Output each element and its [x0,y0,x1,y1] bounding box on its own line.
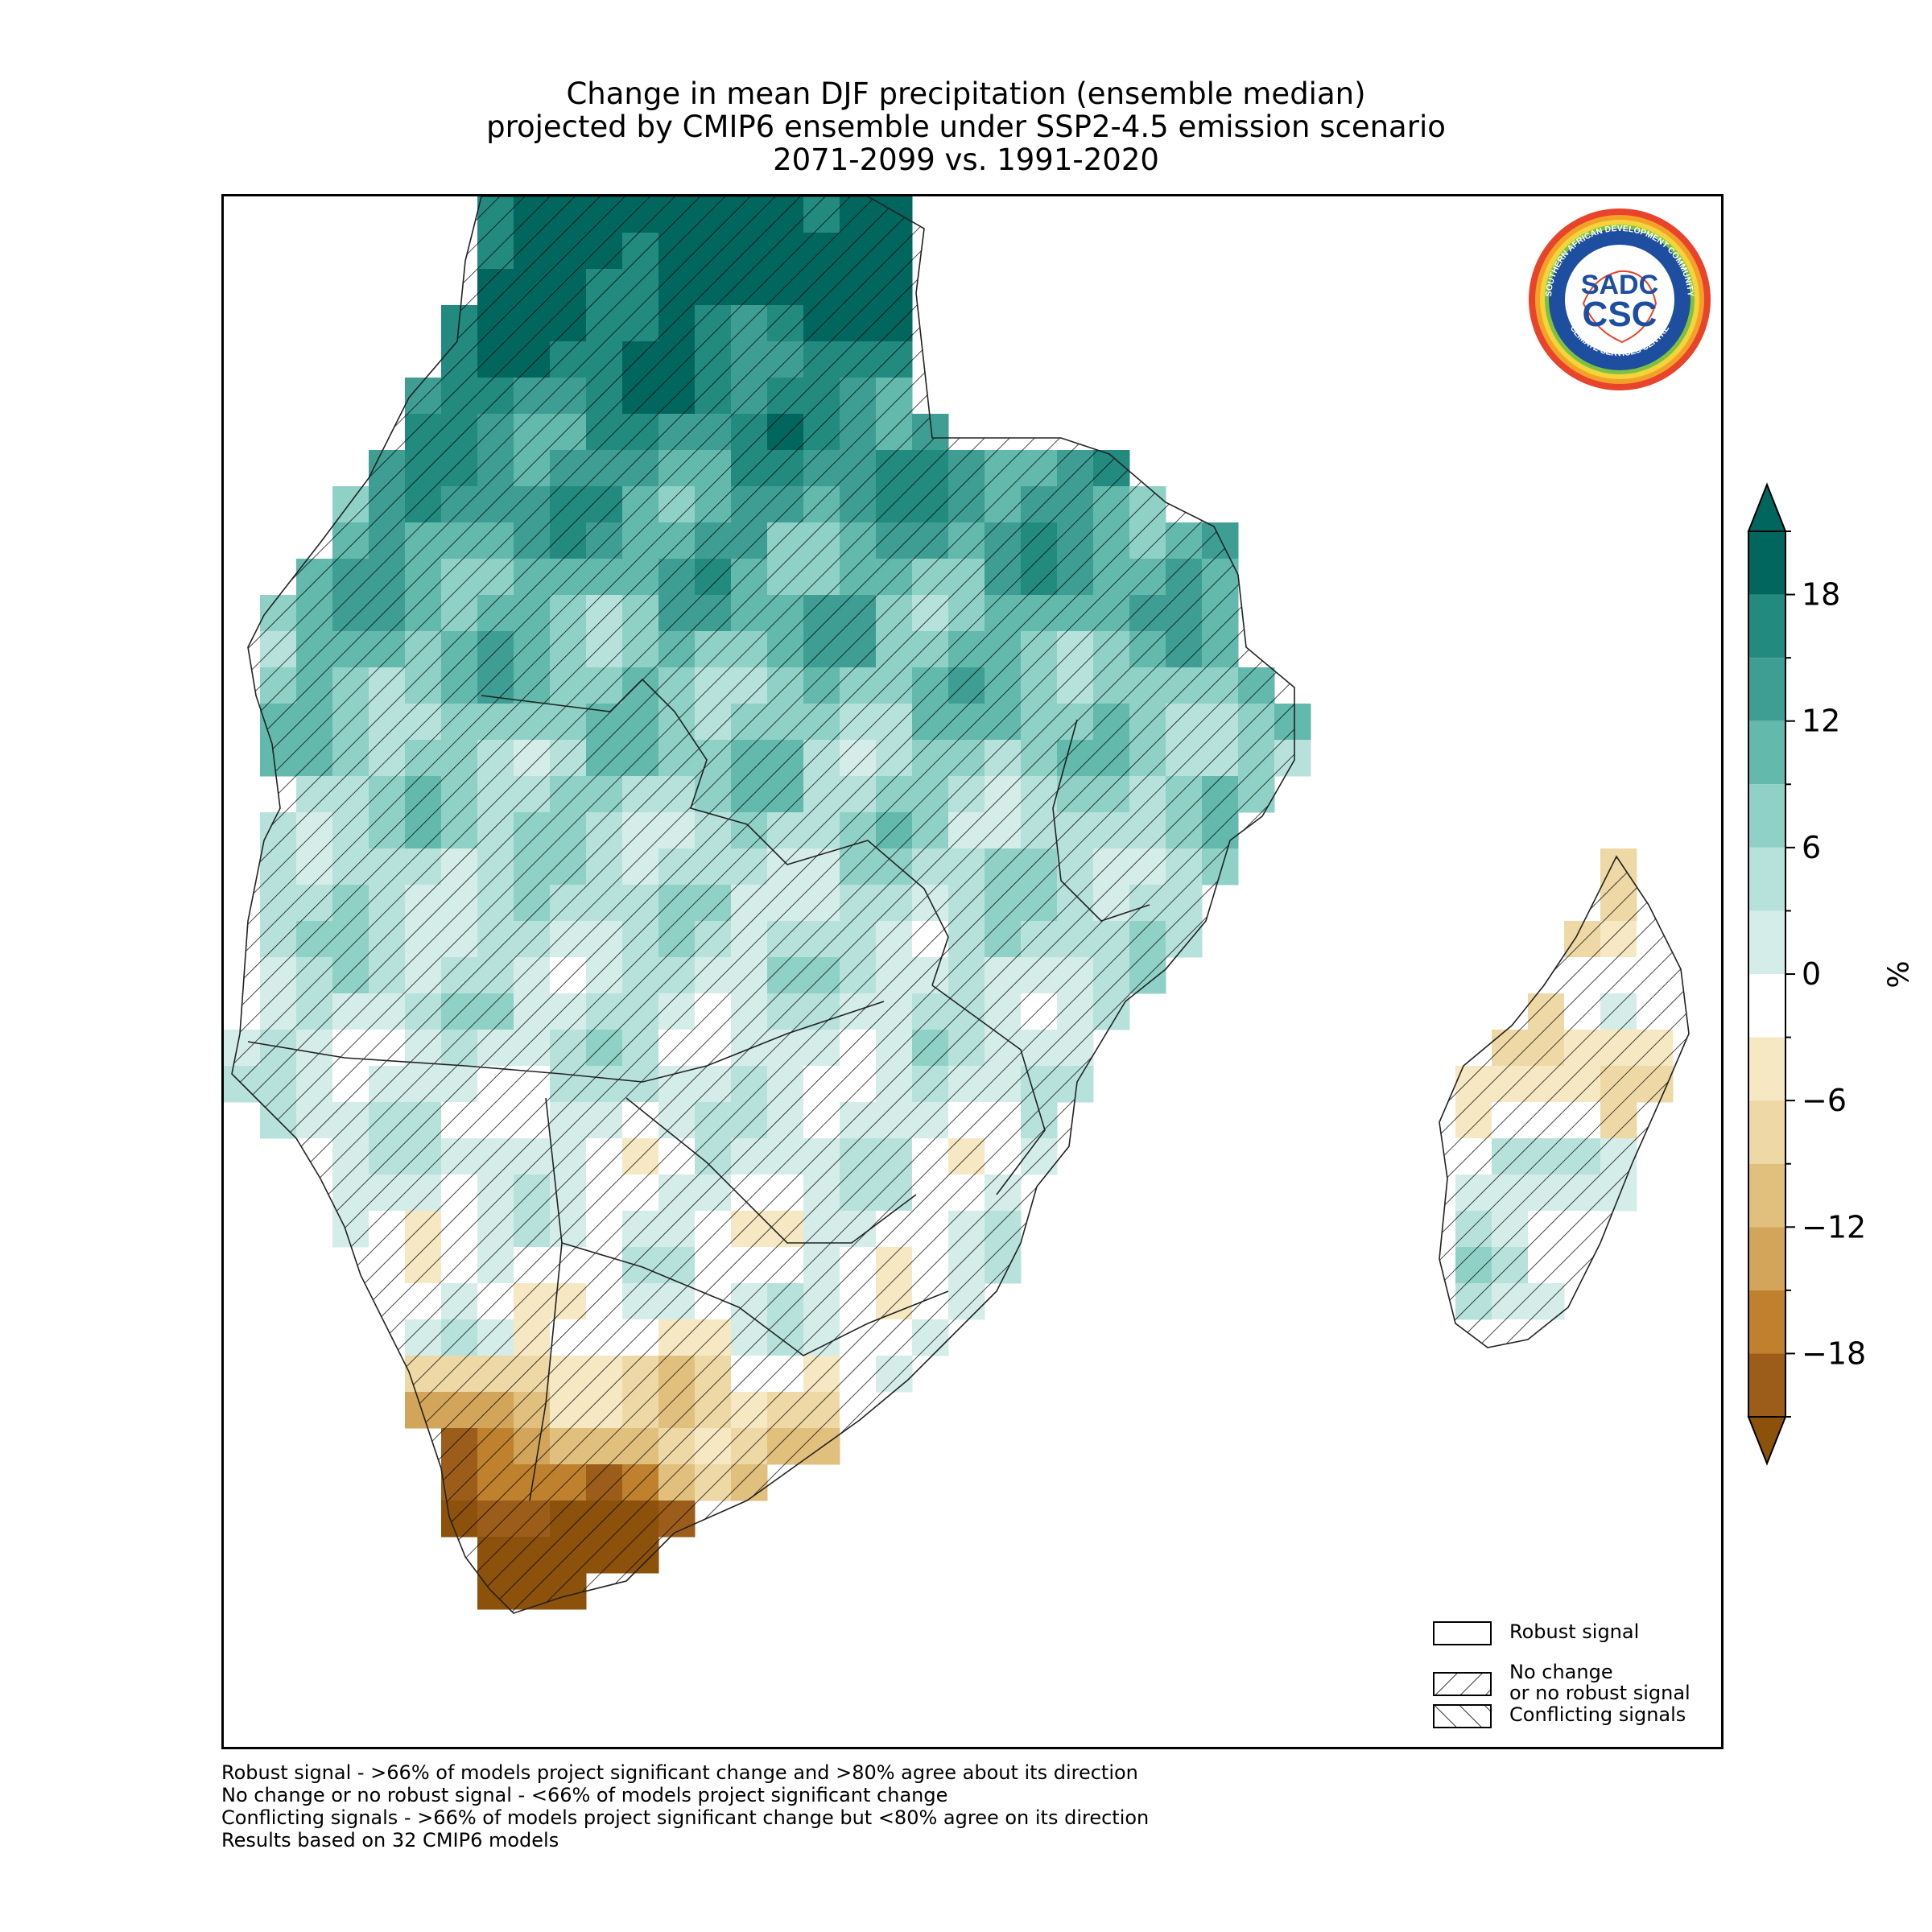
legend-label-no-change-1: No change [1509,1661,1613,1683]
country-border [931,985,1046,1195]
country-borders [231,196,1690,1614]
colorbar-tick-label: 6 [1802,830,1821,865]
colorbar-tick-label: −12 [1802,1209,1866,1245]
map-panel[interactable] [221,194,1724,1749]
country-border [625,1097,917,1244]
country-border [529,1097,563,1501]
country-border [481,678,949,986]
colorbar-tick-label: −18 [1802,1335,1866,1371]
footnote-4: Results based on 32 CMIP6 models [221,1829,559,1852]
title-line-1: Change in mean DJF precipitation (ensemb… [566,76,1366,111]
colorbar-tick-label: 12 [1802,704,1840,739]
footnote-2: No change or no robust signal - <66% of … [221,1784,948,1806]
legend-item-no-change: No change or no robust signal [1433,1662,1690,1703]
title-line-2: projected by CMIP6 ensemble under SSP2-4… [486,109,1446,144]
legend-item-robust: Robust signal [1433,1621,1639,1645]
footnote-3: Conflicting signals - >66% of models pro… [221,1806,1150,1829]
colorbar-level-4 [1748,784,1785,848]
logo-monogram-bottom: CSC [1583,295,1657,334]
colorbar-level-11 [1748,1227,1785,1290]
legend-label-conflicting: Conflicting signals [1509,1703,1686,1726]
legend-swatch-forward-hatch [1433,1672,1492,1696]
colorbar-level-12 [1748,1290,1785,1354]
colorbar-level-10 [1748,1163,1785,1228]
sadc-csc-logo: SADC CSC SOUTHERN AFRICAN DEVELOPMENT CO… [1529,208,1711,390]
legend-swatch-robust [1433,1621,1492,1645]
colorbar-level-3 [1748,720,1785,785]
legend-label-no-change-2: or no robust signal [1509,1682,1690,1704]
colorbar-level-6 [1748,910,1785,974]
colorbar-tick-label: 18 [1802,577,1840,613]
colorbar-level-0 [1748,531,1785,595]
colorbar-extend-max [1747,482,1787,532]
colorbar: 18 12 6 0 −6 −12 −18 [1747,482,1866,1466]
legend-swatch-back-hatch [1433,1704,1492,1728]
colorbar-level-13 [1748,1353,1785,1417]
colorbar-level-8 [1748,1037,1785,1101]
colorbar-level-1 [1748,594,1785,658]
legend-label-robust: Robust signal [1509,1620,1640,1643]
colorbar-level-5 [1748,847,1785,911]
country-border [247,1001,885,1083]
country-border [1052,719,1150,922]
colorbar-tick-label: −6 [1802,1083,1847,1118]
colorbar-tick-label: 0 [1802,956,1821,992]
footnote-1: Robust signal - >66% of models project s… [221,1761,1138,1784]
chart-title: Change in mean DJF precipitation (ensemb… [0,77,1932,176]
title-line-3: 2071-2099 vs. 1991-2020 [773,142,1159,177]
colorbar-level-7 [1748,974,1785,1038]
footnotes: Robust signal - >66% of models project s… [221,1761,1149,1852]
mainland-coastline [231,196,1295,1614]
colorbar-level-2 [1748,658,1785,721]
precipitation-change-map [224,196,1690,1614]
country-border [561,1242,949,1356]
colorbar-extend-min [1747,1416,1787,1466]
logo-monogram-top: SADC [1581,270,1658,300]
legend-item-conflicting: Conflicting signals [1433,1704,1686,1728]
colorbar-level-9 [1748,1100,1785,1164]
colorbar-unit-label: % [1882,960,1916,989]
madagascar-coastline [1439,855,1690,1348]
